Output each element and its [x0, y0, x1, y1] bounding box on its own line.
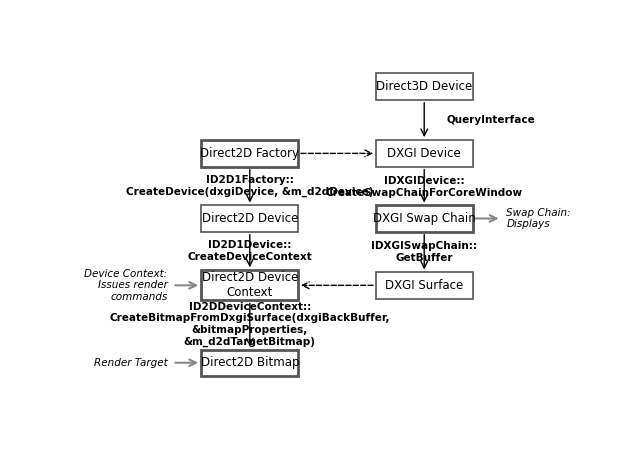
Text: Direct2D Device: Direct2D Device — [202, 212, 298, 225]
FancyBboxPatch shape — [201, 140, 298, 166]
FancyBboxPatch shape — [376, 205, 473, 232]
FancyBboxPatch shape — [376, 73, 473, 100]
Text: Direct2D Bitmap: Direct2D Bitmap — [201, 356, 299, 369]
Text: Direct3D Device: Direct3D Device — [376, 80, 473, 93]
FancyBboxPatch shape — [201, 205, 298, 232]
Text: DXGI Device: DXGI Device — [387, 147, 461, 160]
FancyBboxPatch shape — [376, 272, 473, 298]
Text: DXGI Surface: DXGI Surface — [385, 279, 464, 292]
Text: Direct2D Device
Context: Direct2D Device Context — [202, 271, 298, 299]
Text: QueryInterface: QueryInterface — [447, 115, 536, 125]
Text: IDXGIDevice::
CreateSwapChainForCoreWindow: IDXGIDevice:: CreateSwapChainForCoreWind… — [325, 176, 523, 197]
FancyBboxPatch shape — [376, 140, 473, 166]
Text: ID2DDeviceContext::
CreateBitmapFromDxgiSurface(dxgiBackBuffer,
&bitmapPropertie: ID2DDeviceContext:: CreateBitmapFromDxgi… — [109, 302, 390, 347]
Text: Swap Chain:
Displays: Swap Chain: Displays — [507, 207, 571, 229]
Text: IDXGISwapChain::
GetBuffer: IDXGISwapChain:: GetBuffer — [371, 241, 477, 263]
Text: DXGI Swap Chain: DXGI Swap Chain — [373, 212, 476, 225]
Text: ID2D1Device::
CreateDeviceContext: ID2D1Device:: CreateDeviceContext — [187, 240, 312, 262]
FancyBboxPatch shape — [201, 350, 298, 376]
Text: Render Target: Render Target — [94, 358, 168, 368]
Text: Device Context:
Issues render
commands: Device Context: Issues render commands — [84, 269, 168, 302]
Text: Direct2D Factory: Direct2D Factory — [201, 147, 299, 160]
FancyBboxPatch shape — [201, 271, 298, 300]
Text: ID2D1Factory::
CreateDevice(dxgiDevice, &m_d2dDevice): ID2D1Factory:: CreateDevice(dxgiDevice, … — [126, 175, 374, 197]
